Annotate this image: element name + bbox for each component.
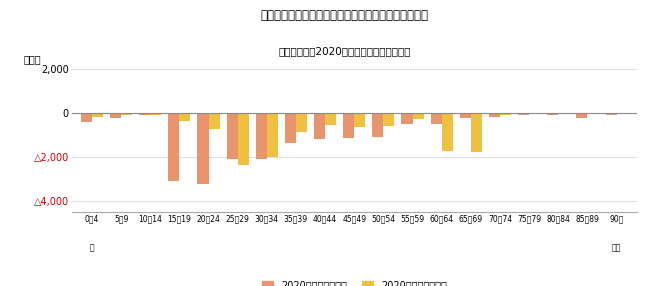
Bar [518, 113, 529, 115]
Text: 以上: 以上 [612, 243, 621, 252]
Bar [606, 113, 617, 115]
Bar [314, 113, 325, 140]
Bar [500, 113, 511, 116]
Bar [558, 113, 569, 114]
Bar [354, 113, 365, 127]
Bar [489, 113, 500, 116]
Bar [121, 113, 132, 116]
Bar [92, 113, 103, 117]
Bar [402, 113, 413, 124]
Bar [110, 113, 121, 118]
Bar [255, 113, 266, 159]
Text: （人）: （人） [23, 54, 41, 64]
Bar [529, 113, 540, 114]
Bar [430, 113, 442, 124]
Bar [198, 113, 209, 184]
Text: （他道府県、2020年４～６月・７～８月）: （他道府県、2020年４～６月・７～８月） [278, 46, 411, 56]
Bar [547, 113, 558, 115]
Bar [343, 113, 354, 138]
Bar [413, 113, 424, 119]
Bar [285, 113, 296, 143]
Bar [471, 113, 482, 152]
Bar [372, 113, 384, 137]
Bar [442, 113, 453, 152]
Bar [227, 113, 238, 159]
Text: 》図３－３》東京都の年齢階層別転入超過数の前年差: 》図３－３》東京都の年齢階層別転入超過数の前年差 [261, 9, 428, 21]
Bar [209, 113, 220, 128]
Bar [168, 113, 179, 181]
Bar [139, 113, 150, 116]
Bar [81, 113, 92, 122]
Bar [617, 113, 628, 114]
Bar [325, 113, 336, 125]
Bar [179, 113, 190, 121]
Text: 歳: 歳 [90, 243, 94, 252]
Bar [384, 113, 395, 126]
Bar [150, 113, 161, 115]
Bar [238, 113, 249, 165]
Bar [266, 113, 278, 157]
Bar [588, 113, 599, 114]
Bar [296, 113, 307, 132]
Legend: 2020年４月～６月計, 2020年７月～８月計: 2020年４月～６月計, 2020年７月～８月計 [262, 280, 447, 286]
Bar [460, 113, 471, 118]
Bar [577, 113, 588, 118]
